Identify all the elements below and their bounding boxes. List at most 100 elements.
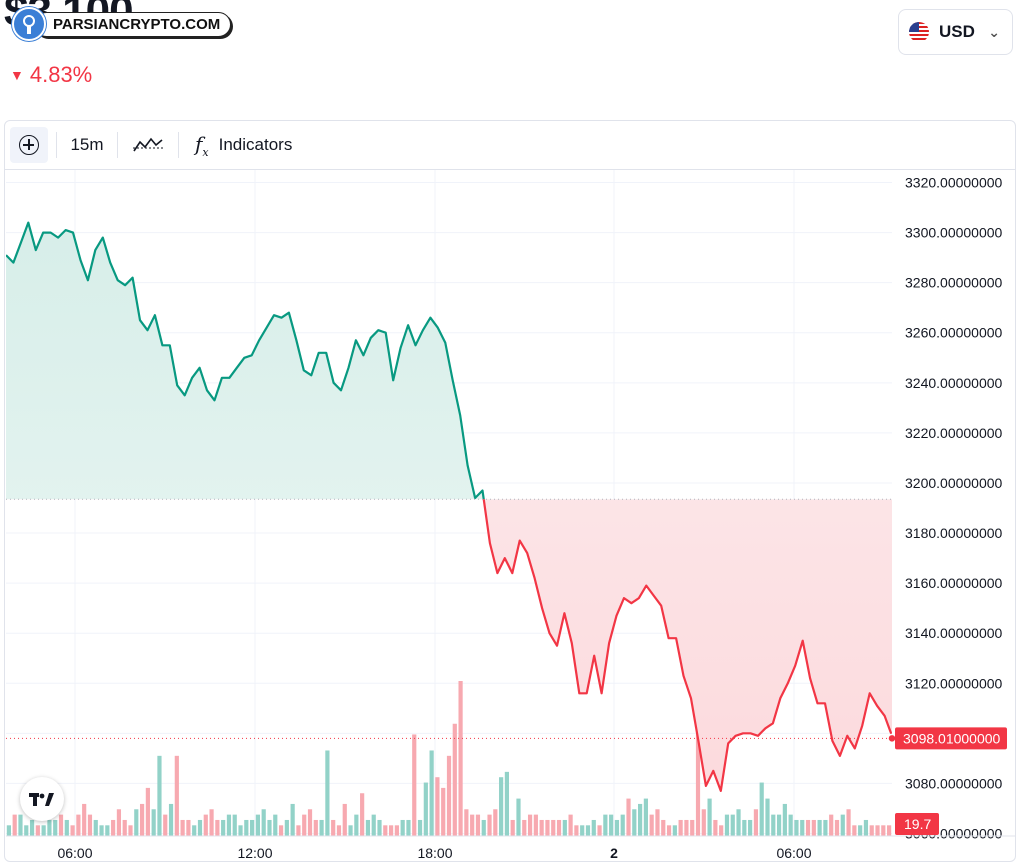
chart-toolbar: 15m fx Indicators <box>5 121 1015 170</box>
volume-bar <box>765 798 770 836</box>
volume-bar <box>881 825 886 836</box>
volume-bar <box>441 787 446 836</box>
volume-bar <box>267 819 272 836</box>
volume-bar <box>82 803 87 836</box>
volume-bar <box>829 814 834 836</box>
volume-bar <box>678 819 683 836</box>
volume-bar <box>609 814 614 836</box>
us-flag-icon <box>909 22 929 42</box>
volume-bar <box>556 819 562 836</box>
area-fill-down <box>483 499 892 791</box>
volume-bar <box>151 809 156 836</box>
volume-bar <box>348 825 353 836</box>
volume-bar <box>186 819 191 836</box>
volume-bar <box>87 814 93 836</box>
tradingview-logo[interactable] <box>20 777 64 821</box>
volume-bar <box>719 825 724 836</box>
volume-bar <box>562 819 567 836</box>
volume-bar <box>620 814 625 836</box>
volume-bar <box>533 814 538 836</box>
volume-bar <box>238 825 243 836</box>
volume-bar <box>632 809 637 836</box>
volume-bar <box>811 819 816 836</box>
volume-bar <box>805 819 811 836</box>
fx-icon: fx <box>195 131 209 159</box>
volume-bar <box>6 825 11 836</box>
volume-bar <box>261 809 266 836</box>
volume-bar <box>336 825 342 836</box>
volume-bar <box>24 825 29 836</box>
volume-bar <box>400 819 405 836</box>
y-tick-label: 3180.00000000 <box>905 525 1003 541</box>
volume-bar <box>863 819 869 836</box>
last-price-tag <box>895 727 1007 750</box>
volume-bar <box>470 814 475 836</box>
volume-bar <box>840 814 845 836</box>
volume-bar <box>788 814 793 836</box>
indicators-label: Indicators <box>218 135 293 154</box>
volume-bar <box>377 819 382 836</box>
volume-bar <box>487 814 492 836</box>
volume-bar <box>614 819 620 836</box>
volume-bar <box>18 814 23 836</box>
add-button[interactable] <box>10 127 48 163</box>
y-tick-label: 3140.00000000 <box>905 625 1003 641</box>
volume-bar <box>406 819 411 836</box>
x-tick-label: 18:00 <box>417 845 452 861</box>
volume-bar <box>41 825 46 836</box>
x-tick-label: 2 <box>610 845 618 861</box>
volume-bar <box>869 825 874 836</box>
volume-bar <box>12 814 17 836</box>
volume-bar <box>475 814 481 836</box>
volume-bar <box>707 798 712 836</box>
volume-bar <box>354 814 359 836</box>
volume-bar <box>464 809 469 836</box>
volume-bar <box>504 771 510 836</box>
volume-bar <box>568 814 573 836</box>
y-tick-label: 3080.00000000 <box>905 775 1003 791</box>
volume-bar <box>643 798 648 836</box>
price-series <box>6 221 892 793</box>
volume-bar <box>284 819 289 836</box>
chevron-down-icon: ⌄ <box>988 23 1000 40</box>
plus-circle-icon <box>19 135 39 155</box>
brand-logo-icon <box>12 7 46 41</box>
volume-bar <box>371 814 376 836</box>
volume-bar <box>499 777 504 836</box>
volume-bar <box>435 777 440 836</box>
volume-bar <box>493 809 498 836</box>
brand-watermark: PARSIANCRYPTO.COM <box>12 7 232 41</box>
volume-bar <box>666 825 672 836</box>
volume-bar <box>446 755 452 836</box>
volume-bar <box>724 814 730 836</box>
y-tick-label: 3120.00000000 <box>905 675 1003 691</box>
volume-bar <box>429 750 434 836</box>
volume-bar <box>759 782 764 836</box>
last-volume-tag-label: 19.7 <box>904 816 931 832</box>
volume-bar <box>597 825 602 836</box>
volume-bar <box>70 825 75 836</box>
volume-bar <box>695 702 701 836</box>
x-tick-label: 06:00 <box>57 845 92 861</box>
volume-bar <box>209 809 214 836</box>
area-fill-up <box>6 222 892 500</box>
toolbar-divider <box>178 132 179 158</box>
volume-bar <box>168 803 174 836</box>
tradingview-icon <box>29 793 54 806</box>
volume-bar <box>145 787 150 836</box>
volume-bar <box>638 803 643 836</box>
volume-bar <box>684 819 689 836</box>
volume-bar <box>174 755 179 836</box>
volume-bar <box>834 819 840 836</box>
volume-bar <box>47 819 52 836</box>
volume-bar <box>580 825 585 836</box>
chart-type-button[interactable] <box>126 127 170 163</box>
toolbar-divider <box>117 132 118 158</box>
volume-bar <box>603 814 608 836</box>
currency-select[interactable]: USD ⌄ <box>898 9 1013 55</box>
indicators-button[interactable]: fx Indicators <box>187 127 300 163</box>
volume-bar <box>545 819 550 836</box>
volume-bar <box>331 819 336 836</box>
interval-button[interactable]: 15m <box>70 135 104 154</box>
